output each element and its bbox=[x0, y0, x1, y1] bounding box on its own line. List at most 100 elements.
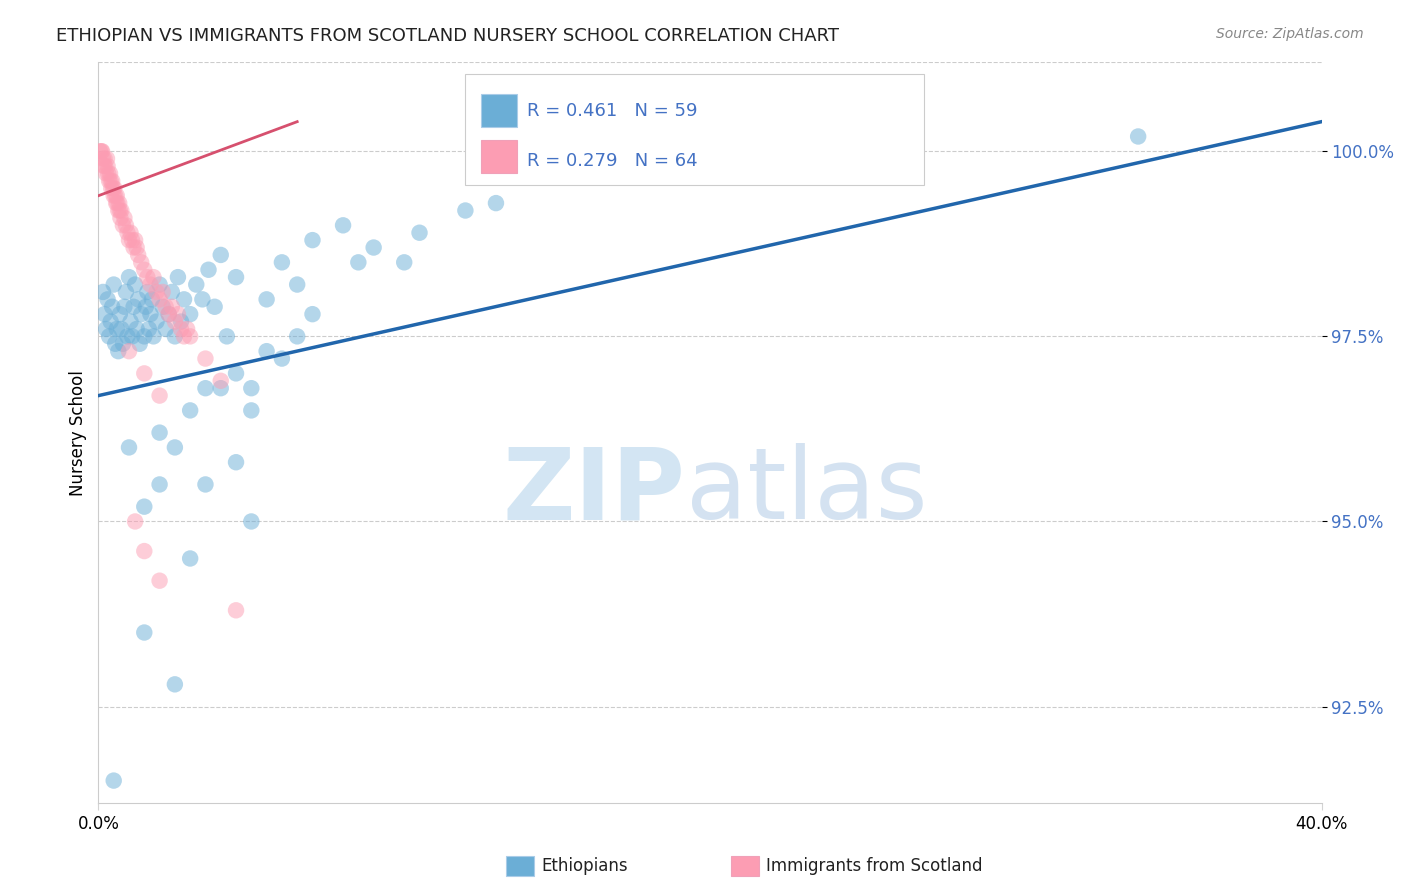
Point bbox=[91, 145, 114, 159]
Point bbox=[127, 248, 149, 262]
Point bbox=[110, 211, 132, 225]
Point bbox=[91, 152, 114, 166]
Point bbox=[454, 203, 477, 218]
Point bbox=[98, 167, 121, 181]
Point bbox=[108, 196, 131, 211]
Point bbox=[94, 167, 117, 181]
Point bbox=[204, 300, 226, 314]
Point bbox=[129, 255, 152, 269]
Point bbox=[883, 136, 905, 151]
Point bbox=[225, 603, 247, 617]
Text: R = 0.279   N = 64: R = 0.279 N = 64 bbox=[527, 152, 697, 169]
Point bbox=[94, 159, 117, 173]
Point bbox=[152, 285, 174, 299]
Point bbox=[103, 181, 125, 195]
Point bbox=[105, 188, 128, 202]
Point bbox=[191, 293, 214, 307]
Point bbox=[129, 307, 152, 321]
Point bbox=[240, 381, 263, 395]
Point bbox=[170, 322, 193, 336]
Point bbox=[118, 233, 141, 247]
Point bbox=[101, 174, 124, 188]
Point bbox=[101, 300, 124, 314]
Point bbox=[179, 307, 201, 321]
Point bbox=[103, 188, 125, 202]
Point bbox=[285, 329, 308, 343]
Point bbox=[117, 226, 139, 240]
Point bbox=[97, 167, 120, 181]
Point bbox=[98, 174, 121, 188]
Point bbox=[91, 285, 114, 299]
Point bbox=[139, 277, 162, 292]
Point bbox=[89, 145, 111, 159]
Text: ETHIOPIAN VS IMMIGRANTS FROM SCOTLAND NURSERY SCHOOL CORRELATION CHART: ETHIOPIAN VS IMMIGRANTS FROM SCOTLAND NU… bbox=[56, 27, 839, 45]
Point bbox=[100, 315, 122, 329]
Point bbox=[301, 307, 323, 321]
Point bbox=[225, 367, 247, 381]
Point bbox=[408, 226, 430, 240]
Point bbox=[97, 159, 120, 173]
Point bbox=[152, 300, 174, 314]
Point bbox=[124, 515, 146, 529]
Point bbox=[93, 159, 115, 173]
Point bbox=[110, 203, 132, 218]
Point bbox=[167, 307, 190, 321]
Point bbox=[149, 293, 172, 307]
Point bbox=[485, 196, 508, 211]
Point bbox=[176, 322, 198, 336]
Point bbox=[105, 196, 128, 211]
Point bbox=[142, 270, 165, 285]
Point bbox=[100, 174, 122, 188]
Point bbox=[194, 381, 217, 395]
Point bbox=[149, 425, 172, 440]
Point bbox=[149, 277, 172, 292]
Point bbox=[285, 277, 308, 292]
Point bbox=[163, 677, 186, 691]
Text: R = 0.461   N = 59: R = 0.461 N = 59 bbox=[527, 102, 697, 120]
Point bbox=[194, 477, 217, 491]
Point bbox=[111, 219, 134, 233]
Point bbox=[155, 322, 177, 336]
Point bbox=[363, 241, 385, 255]
Point bbox=[240, 403, 263, 417]
Point bbox=[107, 344, 129, 359]
Point bbox=[149, 389, 172, 403]
Point bbox=[149, 477, 172, 491]
Text: Source: ZipAtlas.com: Source: ZipAtlas.com bbox=[1216, 27, 1364, 41]
Point bbox=[139, 307, 162, 321]
Point bbox=[209, 381, 232, 395]
Point bbox=[127, 293, 149, 307]
Point bbox=[209, 248, 232, 262]
Point bbox=[121, 233, 143, 247]
Point bbox=[240, 515, 263, 529]
Point bbox=[179, 329, 201, 343]
Point bbox=[115, 219, 138, 233]
Point bbox=[120, 315, 142, 329]
Point bbox=[104, 188, 127, 202]
Point bbox=[134, 544, 156, 558]
Point bbox=[118, 441, 141, 455]
Point bbox=[149, 574, 172, 588]
Text: Ethiopians: Ethiopians bbox=[541, 857, 628, 875]
Point bbox=[134, 262, 156, 277]
Text: ZIP: ZIP bbox=[503, 443, 686, 541]
Point bbox=[215, 329, 238, 343]
Point bbox=[145, 315, 167, 329]
Point bbox=[118, 344, 141, 359]
Point bbox=[157, 307, 180, 321]
Point bbox=[160, 300, 183, 314]
Bar bbox=[481, 140, 517, 174]
FancyBboxPatch shape bbox=[465, 73, 924, 185]
Point bbox=[167, 270, 190, 285]
Point bbox=[120, 226, 142, 240]
Point bbox=[103, 277, 125, 292]
Point bbox=[103, 773, 125, 788]
Bar bbox=[481, 94, 517, 127]
Point bbox=[108, 307, 131, 321]
Point bbox=[105, 196, 128, 211]
Point bbox=[1128, 129, 1150, 144]
Point bbox=[108, 203, 131, 218]
Point bbox=[256, 344, 278, 359]
Point bbox=[94, 322, 117, 336]
Point bbox=[128, 336, 150, 351]
